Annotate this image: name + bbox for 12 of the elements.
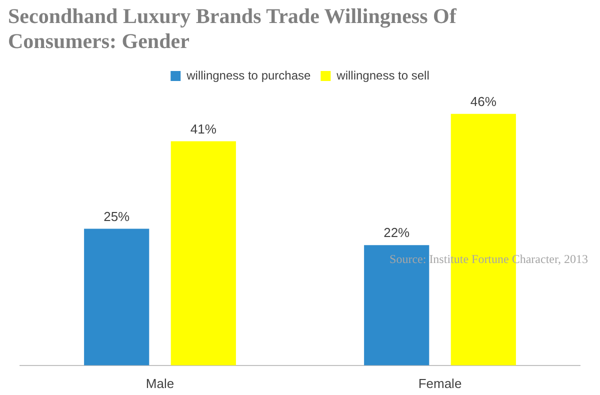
chart-title: Secondhand Luxury Brands Trade Willingness Of Consumers: Gender bbox=[8, 4, 458, 54]
legend-label: willingness to purchase bbox=[186, 68, 312, 82]
bar bbox=[84, 228, 150, 366]
data-label: 25% bbox=[104, 208, 130, 224]
x-tick-label: Female bbox=[418, 376, 462, 391]
data-label: 22% bbox=[384, 225, 410, 240]
bar bbox=[170, 141, 236, 366]
bar bbox=[364, 245, 430, 366]
data-label: 46% bbox=[470, 94, 497, 109]
data-label: 41% bbox=[190, 121, 217, 136]
legend-label: willingness to sell bbox=[336, 68, 430, 82]
x-tick-label: Male bbox=[146, 376, 174, 391]
